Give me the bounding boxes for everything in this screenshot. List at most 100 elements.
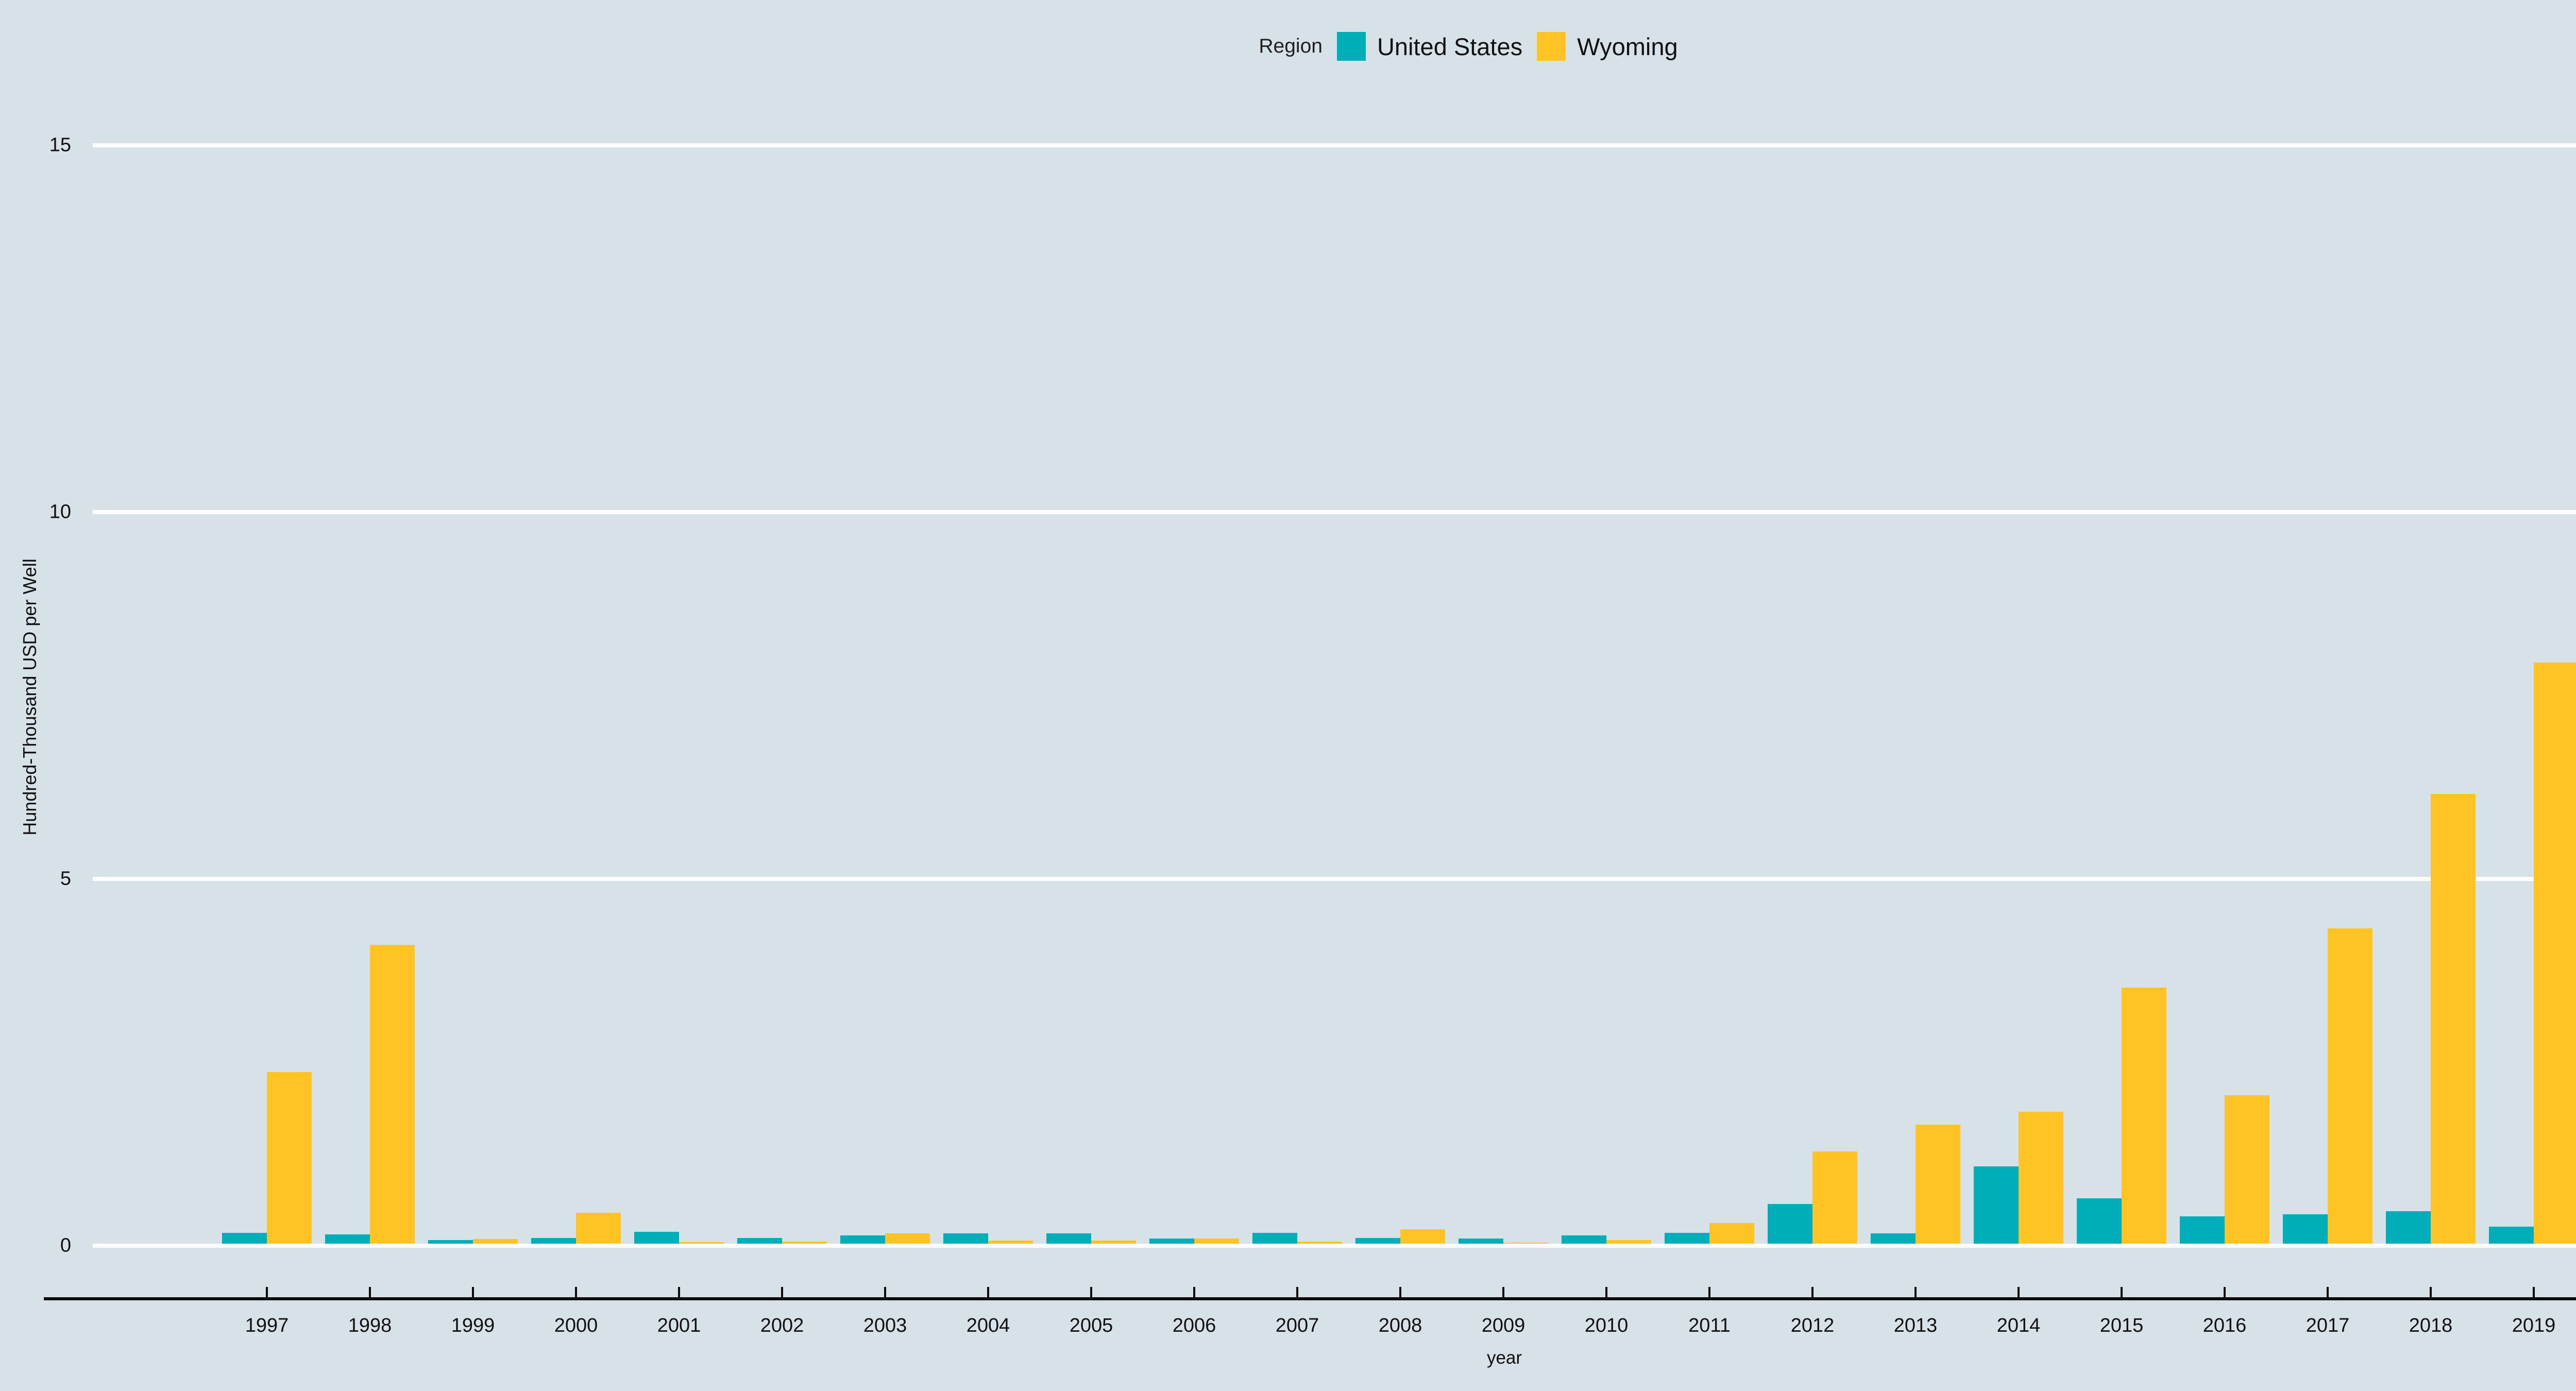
bar-2015-united-states bbox=[2077, 1198, 2122, 1244]
x-tick-2002 bbox=[781, 1287, 783, 1297]
x-tick-label-2012: 2012 bbox=[1790, 1315, 1835, 1336]
x-tick-label-2003: 2003 bbox=[863, 1315, 907, 1336]
x-tick-2012 bbox=[1811, 1287, 1814, 1297]
x-tick-2019 bbox=[2533, 1287, 2535, 1297]
x-tick-label-2009: 2009 bbox=[1481, 1315, 1526, 1336]
bar-2013-united-states bbox=[1871, 1233, 1916, 1244]
x-tick-label-2010: 2010 bbox=[1584, 1315, 1629, 1336]
x-tick-2013 bbox=[1914, 1287, 1917, 1297]
bar-2014-united-states bbox=[1974, 1166, 2019, 1244]
y-tick-label-10: 10 bbox=[49, 501, 71, 523]
bar-2012-wyoming bbox=[1812, 1151, 1857, 1244]
x-tick-label-1997: 1997 bbox=[245, 1315, 289, 1336]
bar-2000-wyoming bbox=[576, 1213, 621, 1244]
bar-2005-united-states bbox=[1046, 1233, 1091, 1244]
bar-2016-wyoming bbox=[2225, 1095, 2269, 1244]
x-tick-label-2011: 2011 bbox=[1688, 1315, 1731, 1336]
bar-1999-wyoming bbox=[473, 1239, 518, 1244]
bar-2002-wyoming bbox=[782, 1241, 827, 1244]
bar-2006-united-states bbox=[1149, 1239, 1194, 1244]
bar-2009-wyoming bbox=[1503, 1243, 1548, 1244]
bar-1999-united-states bbox=[428, 1240, 473, 1244]
x-tick-2018 bbox=[2430, 1287, 2432, 1297]
legend-title: Region bbox=[1259, 35, 1323, 57]
y-axis-title: Hundred-Thousand USD per Well bbox=[19, 558, 40, 836]
bar-2016-united-states bbox=[2180, 1216, 2225, 1244]
bar-2014-wyoming bbox=[2019, 1111, 2063, 1244]
y-tick-label-5: 5 bbox=[60, 868, 71, 890]
x-tick-2003 bbox=[884, 1287, 886, 1297]
bar-2011-united-states bbox=[1665, 1232, 1709, 1244]
bar-2018-wyoming bbox=[2431, 794, 2476, 1244]
x-tick-label-2002: 2002 bbox=[760, 1315, 804, 1336]
x-tick-label-1999: 1999 bbox=[451, 1315, 495, 1336]
bar-2000-united-states bbox=[531, 1237, 576, 1244]
x-tick-label-2013: 2013 bbox=[1893, 1315, 1938, 1336]
bar-2013-wyoming bbox=[1916, 1125, 1960, 1244]
bar-2005-wyoming bbox=[1091, 1241, 1136, 1244]
legend-swatch-united-states-icon bbox=[1336, 32, 1366, 61]
x-tick-2008 bbox=[1399, 1287, 1401, 1297]
x-tick-label-2019: 2019 bbox=[2512, 1315, 2556, 1336]
gridline-y-15 bbox=[93, 143, 2576, 147]
bar-2002-united-states bbox=[737, 1237, 782, 1244]
x-tick-2017 bbox=[2327, 1287, 2329, 1297]
bar-2007-united-states bbox=[1252, 1232, 1297, 1244]
x-tick-2006 bbox=[1193, 1287, 1195, 1297]
x-tick-label-2008: 2008 bbox=[1378, 1315, 1422, 1336]
bar-2017-wyoming bbox=[2328, 928, 2372, 1244]
bar-2007-wyoming bbox=[1297, 1241, 1342, 1244]
y-tick-label-15: 15 bbox=[49, 134, 71, 156]
gridline-y-0 bbox=[93, 1244, 2576, 1248]
legend-item-united-states[interactable]: United States bbox=[1336, 32, 1523, 61]
x-tick-2016 bbox=[2224, 1287, 2226, 1297]
bar-2008-wyoming bbox=[1400, 1229, 1445, 1244]
bar-1998-wyoming bbox=[370, 945, 415, 1244]
bar-2019-united-states bbox=[2489, 1227, 2534, 1244]
bar-2018-united-states bbox=[2386, 1211, 2431, 1244]
x-tick-2010 bbox=[1605, 1287, 1607, 1297]
x-tick-label-1998: 1998 bbox=[348, 1315, 392, 1336]
x-tick-2009 bbox=[1502, 1287, 1504, 1297]
x-axis-line bbox=[44, 1297, 2576, 1300]
x-tick-2014 bbox=[2018, 1287, 2020, 1297]
bar-2003-united-states bbox=[840, 1235, 885, 1244]
x-tick-label-2000: 2000 bbox=[554, 1315, 598, 1336]
bar-2010-wyoming bbox=[1606, 1240, 1651, 1244]
bar-2019-wyoming bbox=[2534, 663, 2576, 1244]
legend-label-united-states: United States bbox=[1377, 32, 1523, 60]
x-tick-label-2004: 2004 bbox=[966, 1315, 1010, 1336]
legend-label-wyoming: Wyoming bbox=[1577, 32, 1678, 60]
x-tick-label-2005: 2005 bbox=[1069, 1315, 1113, 1336]
bar-2004-united-states bbox=[943, 1233, 988, 1244]
bar-2006-wyoming bbox=[1194, 1239, 1239, 1244]
x-tick-label-2015: 2015 bbox=[2099, 1315, 2144, 1336]
x-tick-label-2018: 2018 bbox=[2409, 1315, 2453, 1336]
bar-2012-united-states bbox=[1768, 1204, 1812, 1244]
bar-2015-wyoming bbox=[2122, 988, 2166, 1244]
bar-2001-wyoming bbox=[679, 1242, 724, 1244]
bar-2009-united-states bbox=[1459, 1239, 1503, 1244]
bar-2004-wyoming bbox=[988, 1241, 1033, 1244]
bar-1997-wyoming bbox=[267, 1072, 312, 1244]
legend-swatch-wyoming-icon bbox=[1537, 32, 1566, 61]
x-tick-2015 bbox=[2121, 1287, 2123, 1297]
legend: Region United States Wyoming bbox=[0, 32, 2576, 61]
x-tick-2004 bbox=[987, 1287, 989, 1297]
bar-1997-united-states bbox=[222, 1232, 267, 1244]
bar-1998-united-states bbox=[325, 1234, 370, 1244]
x-tick-1998 bbox=[369, 1287, 371, 1297]
legend-item-wyoming[interactable]: Wyoming bbox=[1537, 32, 1678, 61]
x-tick-label-2001: 2001 bbox=[657, 1315, 701, 1336]
bar-2003-wyoming bbox=[885, 1233, 930, 1244]
x-tick-1997 bbox=[266, 1287, 268, 1297]
bar-2001-united-states bbox=[634, 1232, 679, 1244]
x-tick-2000 bbox=[575, 1287, 577, 1297]
x-tick-label-2017: 2017 bbox=[2306, 1315, 2350, 1336]
x-tick-label-2014: 2014 bbox=[1996, 1315, 2041, 1336]
x-axis-title: year bbox=[1486, 1348, 1522, 1368]
x-tick-2011 bbox=[1708, 1287, 1710, 1297]
bar-2010-united-states bbox=[1562, 1235, 1606, 1244]
bar-2017-united-states bbox=[2283, 1214, 2328, 1244]
